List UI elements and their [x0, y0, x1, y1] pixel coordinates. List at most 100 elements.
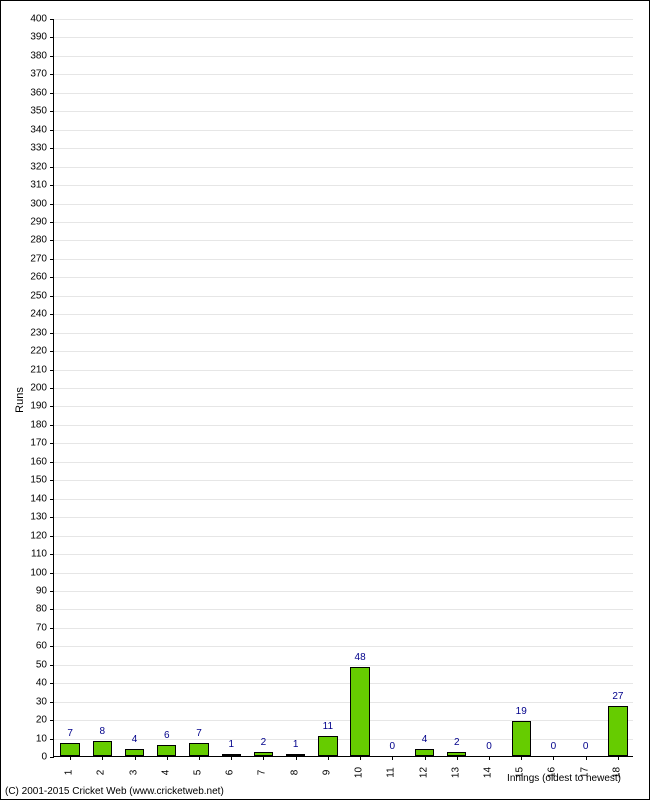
ytick-mark: [50, 443, 54, 444]
bar-value-label: 4: [132, 734, 138, 745]
gridline: [54, 240, 633, 241]
bar: [157, 745, 176, 756]
gridline: [54, 702, 633, 703]
ytick-label: 340: [7, 124, 47, 135]
footer-text: (C) 2001-2015 Cricket Web (www.cricketwe…: [5, 786, 224, 797]
ytick-mark: [50, 628, 54, 629]
gridline: [54, 277, 633, 278]
gridline: [54, 573, 633, 574]
xtick-label: 1: [64, 763, 75, 783]
ytick-label: 260: [7, 272, 47, 283]
bar: [93, 741, 112, 756]
ytick-label: 200: [7, 383, 47, 394]
bar-value-label: 4: [422, 734, 428, 745]
ytick-mark: [50, 74, 54, 75]
ytick-mark: [50, 37, 54, 38]
gridline: [54, 609, 633, 610]
plot-area: 7846712111480420190027: [53, 19, 633, 757]
xtick-label: 13: [450, 763, 461, 783]
xtick-mark: [425, 756, 426, 760]
bar-value-label: 0: [390, 741, 396, 752]
gridline: [54, 19, 633, 20]
ytick-mark: [50, 204, 54, 205]
ytick-label: 70: [7, 622, 47, 633]
bar: [512, 721, 531, 756]
ytick-mark: [50, 739, 54, 740]
xtick-label: 12: [418, 763, 429, 783]
ytick-label: 370: [7, 69, 47, 80]
ytick-label: 160: [7, 456, 47, 467]
xtick-mark: [328, 756, 329, 760]
ytick-mark: [50, 351, 54, 352]
ytick-label: 150: [7, 475, 47, 486]
xtick-mark: [553, 756, 554, 760]
ytick-mark: [50, 240, 54, 241]
ytick-mark: [50, 609, 54, 610]
gridline: [54, 314, 633, 315]
ytick-label: 80: [7, 604, 47, 615]
ytick-label: 310: [7, 180, 47, 191]
xtick-mark: [102, 756, 103, 760]
gridline: [54, 370, 633, 371]
gridline: [54, 111, 633, 112]
ytick-label: 170: [7, 438, 47, 449]
bar: [318, 736, 337, 756]
xtick-label: 10: [354, 763, 365, 783]
gridline: [54, 480, 633, 481]
bar: [189, 743, 208, 756]
ytick-mark: [50, 185, 54, 186]
gridline: [54, 665, 633, 666]
gridline: [54, 148, 633, 149]
xtick-mark: [167, 756, 168, 760]
ytick-label: 30: [7, 696, 47, 707]
ytick-mark: [50, 646, 54, 647]
xtick-label: 7: [257, 763, 268, 783]
xtick-mark: [296, 756, 297, 760]
gridline: [54, 351, 633, 352]
ytick-mark: [50, 517, 54, 518]
bar: [60, 743, 79, 756]
ytick-mark: [50, 388, 54, 389]
bar-value-label: 27: [612, 691, 623, 702]
bar-value-label: 0: [551, 741, 557, 752]
ytick-label: 130: [7, 512, 47, 523]
gridline: [54, 536, 633, 537]
ytick-label: 180: [7, 419, 47, 430]
gridline: [54, 333, 633, 334]
chart-container: 7846712111480420190027 Runs Innings (old…: [0, 0, 650, 800]
ytick-label: 240: [7, 309, 47, 320]
bar-value-label: 0: [583, 741, 589, 752]
bar: [350, 667, 369, 756]
gridline: [54, 443, 633, 444]
ytick-mark: [50, 148, 54, 149]
ytick-label: 350: [7, 106, 47, 117]
gridline: [54, 74, 633, 75]
xtick-label: 9: [321, 763, 332, 783]
xtick-mark: [586, 756, 587, 760]
bar-value-label: 6: [164, 730, 170, 741]
xtick-mark: [457, 756, 458, 760]
ytick-label: 280: [7, 235, 47, 246]
xtick-mark: [199, 756, 200, 760]
ytick-mark: [50, 757, 54, 758]
ytick-label: 400: [7, 14, 47, 25]
ytick-mark: [50, 536, 54, 537]
ytick-mark: [50, 111, 54, 112]
xtick-label: 8: [289, 763, 300, 783]
gridline: [54, 683, 633, 684]
ytick-mark: [50, 665, 54, 666]
ytick-mark: [50, 277, 54, 278]
ytick-label: 270: [7, 253, 47, 264]
xtick-label: 14: [483, 763, 494, 783]
ytick-label: 90: [7, 585, 47, 596]
ytick-label: 100: [7, 567, 47, 578]
xtick-mark: [489, 756, 490, 760]
gridline: [54, 56, 633, 57]
ytick-mark: [50, 425, 54, 426]
gridline: [54, 591, 633, 592]
ytick-mark: [50, 93, 54, 94]
gridline: [54, 37, 633, 38]
xtick-mark: [135, 756, 136, 760]
bar: [125, 749, 144, 756]
bar-value-label: 8: [100, 726, 106, 737]
